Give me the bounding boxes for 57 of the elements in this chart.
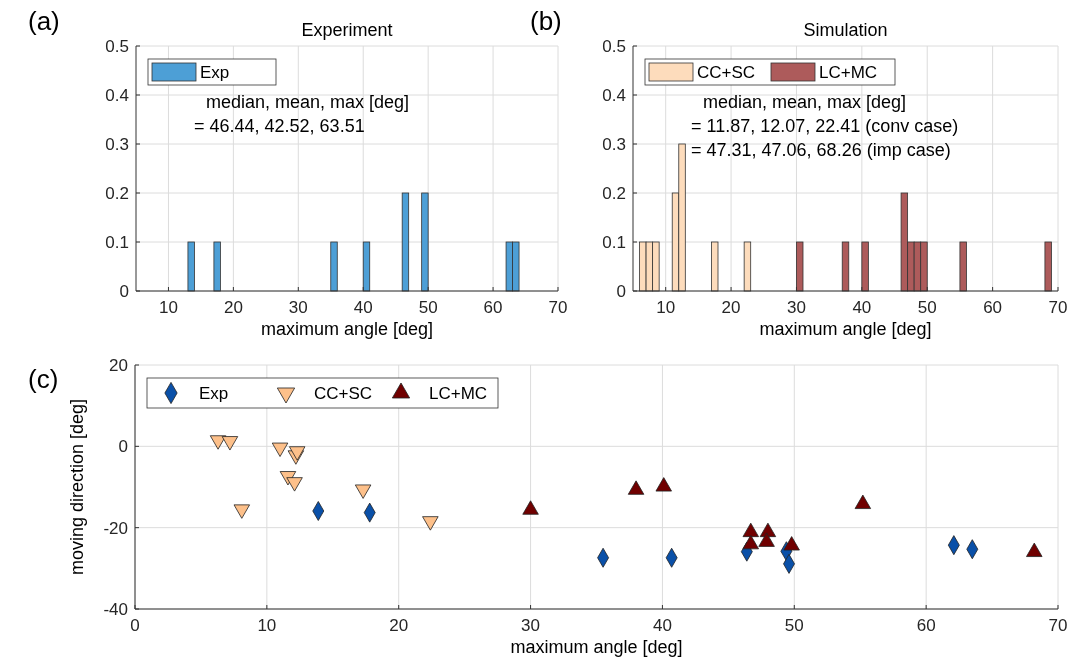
legend-label: CC+SC [697,63,756,82]
x-tick-label: 50 [784,616,804,635]
y-tick-label: 0.4 [105,86,129,105]
x-axis-title: maximum angle [deg] [510,637,683,657]
y-tick-label: 0.2 [105,184,129,203]
x-tick-label: 30 [787,298,806,317]
annotation: median, mean, max [deg] [703,92,907,112]
y-tick-label: -40 [103,600,128,619]
y-tick-label: 0.3 [105,135,129,154]
legend-label: CC+SC [314,384,373,403]
chart-title: Simulation [803,20,888,40]
x-tick-label: 60 [916,616,936,635]
y-tick-label: 0.3 [602,135,626,154]
x-tick-label: 20 [389,616,409,635]
y-tick-label: 0 [119,282,129,301]
legend-label: Exp [199,384,229,403]
x-tick-label: 10 [656,298,676,317]
legend-label: LC+MC [819,63,878,82]
text: (c) [28,364,59,394]
x-tick-label: 30 [521,616,541,635]
annotation: = 47.31, 47.06, 68.26 (imp case) [691,140,951,160]
y-tick-label: 0 [118,437,128,457]
x-tick-label: 30 [288,298,308,317]
y-tick-label: 0.5 [105,37,129,56]
y-tick-label: 0.1 [602,233,626,252]
x-tick-label: 40 [852,298,872,317]
legend-label: LC+MC [429,384,488,403]
x-tick-label: 20 [721,298,741,317]
x-axis-title: maximum angle [deg] [759,319,932,339]
x-tick-label: 10 [257,616,277,635]
x-tick-label: 20 [223,298,243,317]
annotation: = 46.44, 42.52, 63.51 [194,116,365,136]
y-tick-label: 0.2 [602,184,626,203]
y-tick-label: 0.1 [105,233,129,252]
x-tick-label: 40 [353,298,373,317]
x-tick-label: 50 [917,298,937,317]
x-axis-title: maximum angle [deg] [260,319,434,339]
x-tick-label: 40 [652,616,672,635]
legend-label: Exp [200,63,230,82]
x-tick-label: 60 [483,298,503,317]
y-tick-label: 0.5 [602,37,626,56]
y-tick-label: -20 [103,518,128,538]
x-tick-label: 10 [159,298,178,317]
x-tick-label: 70 [1048,298,1068,317]
x-tick-label: 60 [983,298,1003,317]
y-tick-label: 0 [616,282,626,301]
annotation: = 11.87, 12.07, 22.41 (conv case) [691,116,959,136]
y-tick-label: 20 [109,356,128,375]
text: (a) [28,6,60,36]
text: (b) [530,6,562,36]
y-tick-label: 0.4 [602,86,626,105]
x-tick-label: 70 [1048,616,1068,635]
x-tick-label: 50 [418,298,438,317]
y-axis-title: moving direction [deg] [67,398,87,576]
chart-title: Experiment [301,20,393,40]
x-tick-label: 70 [548,298,568,317]
annotation: median, mean, max [deg] [206,92,410,112]
